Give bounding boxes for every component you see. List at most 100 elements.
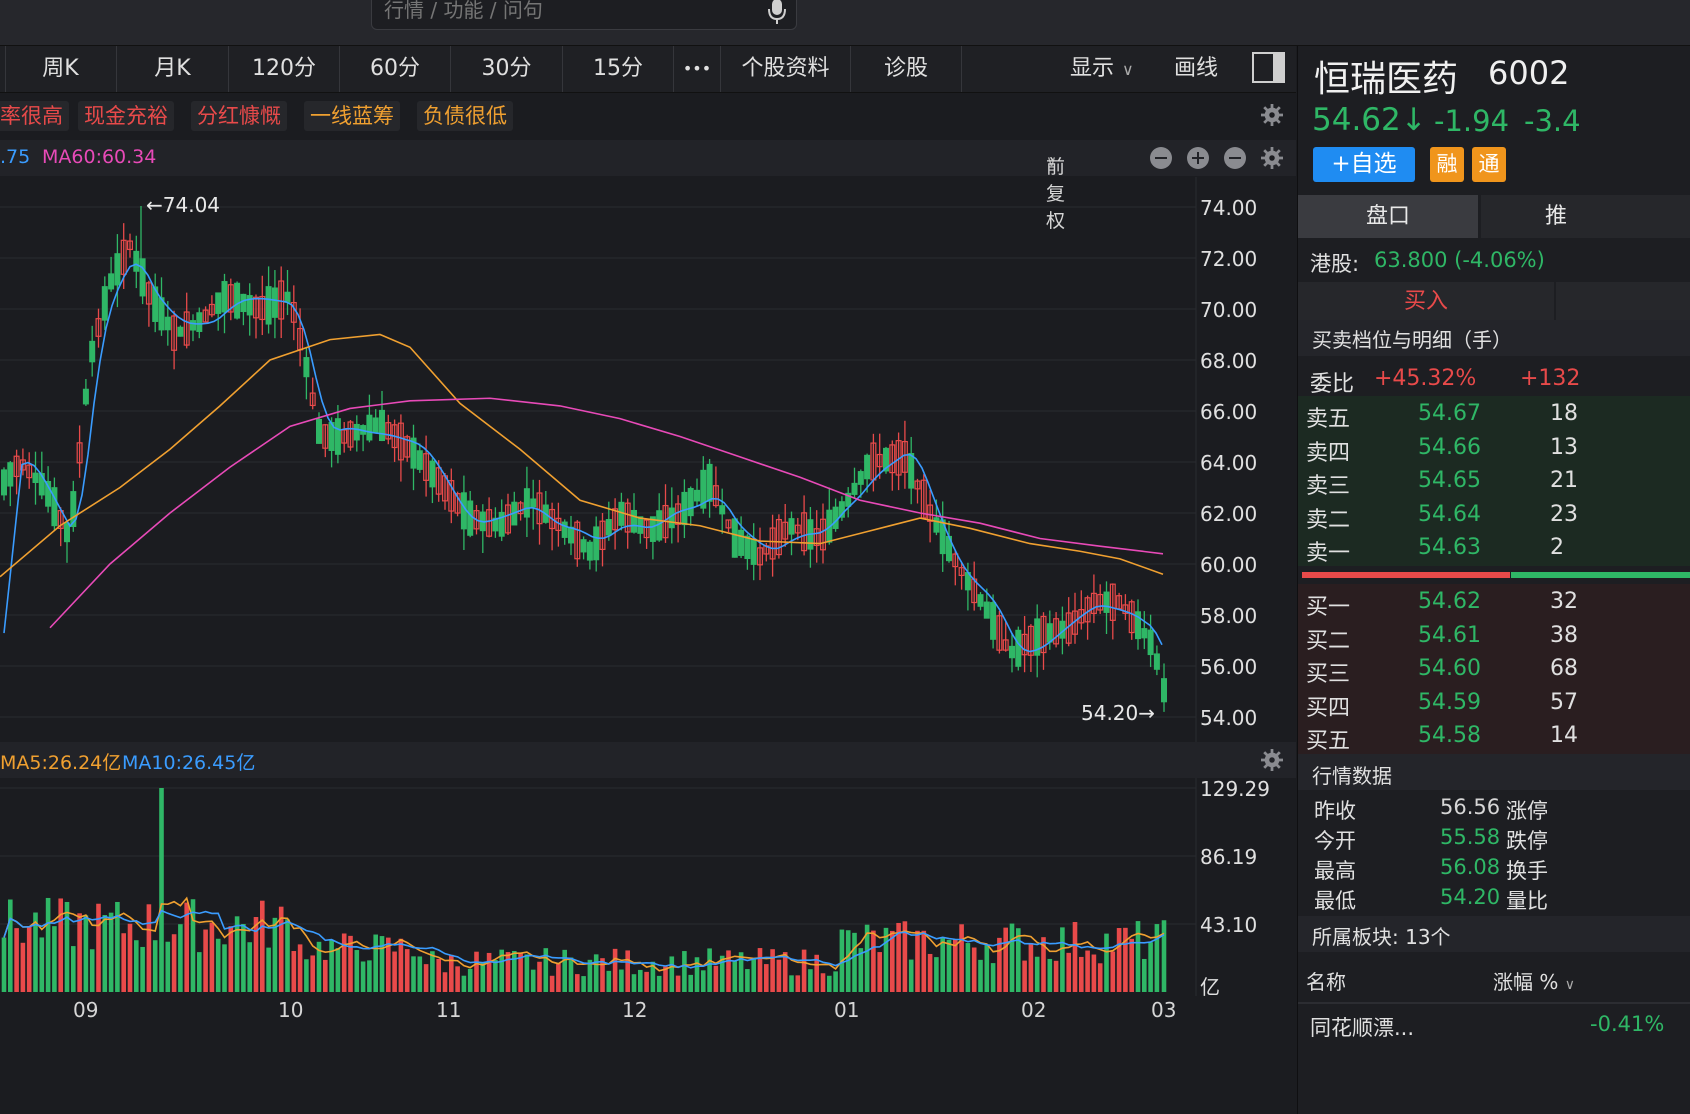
- candle-body: [429, 460, 436, 488]
- col-pct-header[interactable]: 涨幅 % ∨: [1493, 966, 1575, 995]
- buy-tab[interactable]: 买入: [1298, 282, 1556, 320]
- candle-body: [63, 522, 70, 543]
- display-dropdown[interactable]: 显示 ∨: [1070, 46, 1134, 92]
- volume-bar: [612, 948, 618, 992]
- tab-60min[interactable]: 60分: [340, 46, 451, 92]
- search-input[interactable]: [382, 0, 746, 23]
- tag-item[interactable]: 率很高: [0, 101, 69, 131]
- tab-month-k[interactable]: 月K: [117, 46, 229, 92]
- tab-30min[interactable]: 30分: [451, 46, 563, 92]
- volume-bar: [461, 975, 467, 992]
- microphone-icon[interactable]: [766, 0, 788, 25]
- ask-level-price: 54.65: [1418, 468, 1481, 494]
- candle-body: [284, 291, 291, 303]
- candle-body: [366, 414, 373, 441]
- candle-body: [101, 286, 108, 321]
- bid-level-row[interactable]: 买四 54.59 57: [1298, 687, 1690, 721]
- zoom-in-icon[interactable]: [1187, 147, 1209, 169]
- volume-bar: [505, 952, 511, 992]
- volume-bar: [682, 951, 687, 992]
- tab-week-k[interactable]: 周K: [5, 46, 117, 92]
- zoom-out-icon[interactable]: [1150, 147, 1172, 169]
- search-box[interactable]: [371, 0, 797, 30]
- minimize-icon[interactable]: [1224, 147, 1246, 169]
- candle-body: [908, 453, 915, 489]
- bid-level-row[interactable]: 买一 54.62 32: [1298, 586, 1690, 620]
- weibi-label: 委比: [1310, 372, 1355, 397]
- volume-bar: [480, 962, 486, 992]
- divider: [1298, 1002, 1690, 1004]
- panel-toggle-icon[interactable]: [1252, 52, 1286, 84]
- tag-item[interactable]: 分红慷慨: [191, 101, 287, 131]
- volume-bar: [285, 919, 290, 992]
- sector-header: 所属板块: 13个: [1298, 916, 1690, 952]
- volume-bar: [83, 915, 89, 992]
- volume-bar: [883, 927, 889, 992]
- tag-item[interactable]: 负债很低: [417, 101, 513, 131]
- candle-body: [983, 601, 990, 619]
- quote-value: 55.58: [1440, 825, 1501, 849]
- tag-item[interactable]: 一线蓝筹: [304, 101, 400, 131]
- candle-body: [45, 480, 52, 507]
- volume-chart[interactable]: 129.29 86.19 43.10 亿: [0, 778, 1296, 996]
- volume-bar: [316, 941, 322, 992]
- tag-item[interactable]: 现金充裕: [78, 101, 174, 131]
- candle-body: [82, 388, 89, 405]
- volume-bar: [1104, 933, 1109, 992]
- volume-bar: [190, 899, 196, 992]
- tab-15min[interactable]: 15分: [563, 46, 674, 92]
- tab-pankou[interactable]: 盘口: [1298, 195, 1478, 238]
- tab-recommend[interactable]: 推: [1481, 195, 1690, 238]
- connect-badge[interactable]: 通: [1472, 147, 1506, 182]
- draw-line-button[interactable]: 画线: [1174, 56, 1219, 81]
- add-watchlist-button[interactable]: +自选: [1313, 147, 1415, 182]
- candle-body: [145, 282, 152, 305]
- gear-icon[interactable]: [1261, 147, 1283, 169]
- candle-body: [775, 518, 782, 556]
- sector-first-name[interactable]: 同花顺漂...: [1310, 1016, 1415, 1040]
- bid-level-row[interactable]: 买二 54.61 38: [1298, 620, 1690, 654]
- candle-body: [687, 488, 694, 517]
- volume-bar: [89, 949, 95, 992]
- volume-bar: [45, 897, 51, 992]
- ask-level-row[interactable]: 卖一 54.63 2: [1298, 532, 1690, 566]
- candle-body: [448, 480, 455, 512]
- volume-bar: [329, 940, 334, 992]
- candle-body: [1090, 592, 1097, 614]
- bid-level-price: 54.62: [1418, 589, 1481, 614]
- volume-bar: [1116, 928, 1122, 992]
- volume-bar: [638, 969, 643, 992]
- volume-bar: [619, 969, 624, 992]
- ask-level-row[interactable]: 卖三 54.65 21: [1298, 465, 1690, 499]
- col-name-header[interactable]: 名称: [1306, 970, 1346, 994]
- sector-count: 所属板块: 13个: [1312, 925, 1451, 949]
- candle-body: [744, 535, 751, 560]
- gear-icon[interactable]: [1261, 104, 1283, 126]
- volume-bar: [1022, 960, 1027, 992]
- bid-level-row[interactable]: 买三 54.60 68: [1298, 653, 1690, 687]
- candle-body: [857, 471, 864, 485]
- candle-body: [372, 417, 379, 434]
- candle-body: [460, 492, 467, 530]
- candle-body: [240, 293, 247, 313]
- tab-stock-profile[interactable]: 个股资料: [721, 46, 851, 92]
- tab-120min[interactable]: 120分: [229, 46, 340, 92]
- volume-bar: [770, 949, 775, 992]
- ask-level-row[interactable]: 卖二 54.64 23: [1298, 499, 1690, 533]
- bid-level-label: 买二: [1306, 628, 1351, 654]
- ask-level-row[interactable]: 卖四 54.66 13: [1298, 432, 1690, 466]
- ask-level-row[interactable]: 卖五 54.67 18: [1298, 398, 1690, 432]
- candle-body: [385, 422, 392, 440]
- candle-body: [706, 463, 713, 502]
- chevron-down-icon: ∨: [1564, 977, 1575, 993]
- tab-diagnose[interactable]: 诊股: [851, 46, 962, 92]
- candle-body: [108, 273, 115, 290]
- candle-body: [208, 303, 215, 316]
- more-periods-button[interactable]: •••: [674, 46, 721, 92]
- bid-level-row[interactable]: 买五 54.58 14: [1298, 720, 1690, 754]
- sector-first-pct: -0.41%: [1590, 1012, 1665, 1036]
- margin-badge[interactable]: 融: [1430, 147, 1464, 182]
- kline-chart[interactable]: 74.00 72.00 70.00 68.00 66.00 64.00 62.00 60.00…: [0, 177, 1296, 742]
- bid-level-price: 54.61: [1418, 622, 1481, 648]
- gear-icon[interactable]: [1261, 749, 1283, 771]
